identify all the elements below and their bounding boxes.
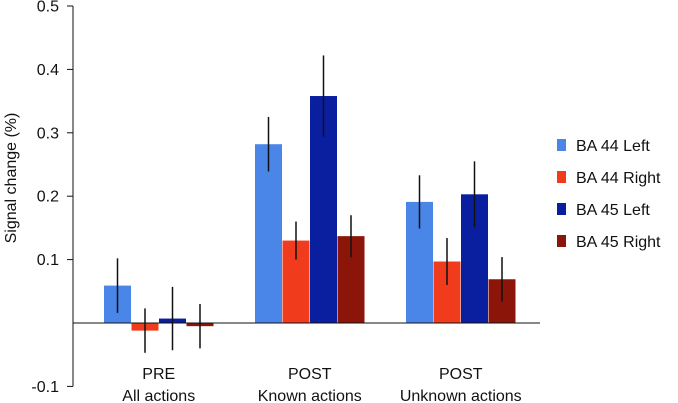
legend: BA 44 Left BA 44 Right BA 45 Left BA 45 Rig… bbox=[557, 138, 661, 251]
legend-label: BA 45 Right bbox=[576, 234, 661, 251]
legend-label: BA 45 Left bbox=[576, 202, 650, 219]
legend-label: BA 44 Right bbox=[576, 170, 661, 187]
category-label-line1: PRE bbox=[142, 366, 175, 383]
legend-swatch bbox=[557, 235, 566, 247]
legend-label: BA 44 Left bbox=[576, 138, 650, 155]
error-bars-layer bbox=[116, 55, 503, 353]
category-label-line2: Unknown actions bbox=[400, 388, 522, 403]
category-label-line2: Known actions bbox=[258, 388, 362, 403]
y-tick-label: 0.5 bbox=[37, 0, 59, 16]
bar bbox=[255, 144, 282, 323]
y-tick-label: 0.3 bbox=[37, 125, 59, 142]
category-label-line1: POST bbox=[288, 366, 332, 383]
legend-swatch bbox=[557, 139, 566, 151]
category-label-line2: All actions bbox=[122, 388, 195, 403]
legend-swatch bbox=[557, 203, 566, 215]
y-tick-label: 0.2 bbox=[37, 189, 59, 206]
category-label-line1: POST bbox=[439, 366, 483, 383]
y-axis: 0.5 0.4 0.3 0.2 0.1 -0.1 bbox=[31, 0, 74, 396]
bars-layer bbox=[104, 96, 516, 331]
y-tick-label: 0.1 bbox=[37, 252, 59, 269]
x-axis-labels: PRE All actions POST Known actions POST Unkno… bbox=[122, 366, 521, 403]
legend-swatch bbox=[557, 171, 566, 183]
y-axis-title: Signal change (%) bbox=[3, 113, 20, 244]
y-tick-label: -0.1 bbox=[31, 379, 59, 396]
y-tick-label: 0.4 bbox=[37, 62, 59, 79]
